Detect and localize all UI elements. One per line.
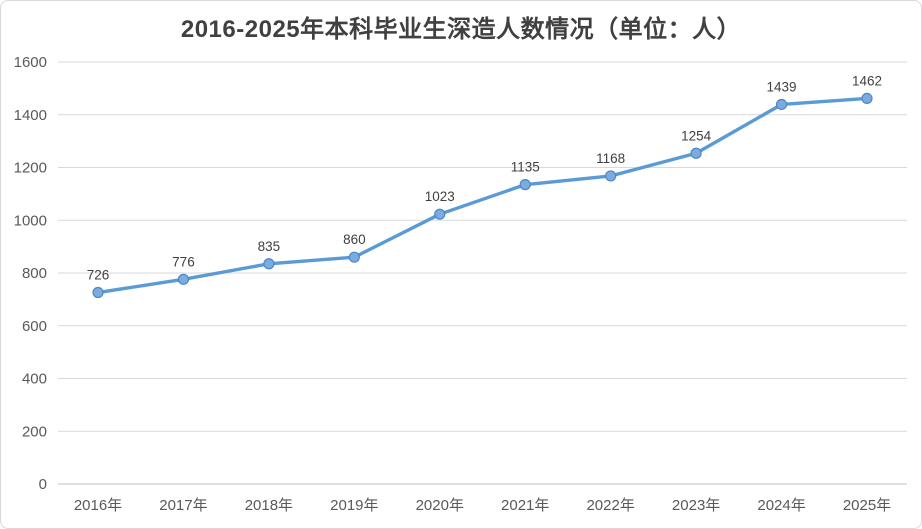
y-axis-tick-label: 400: [22, 371, 47, 388]
data-point-label: 1135: [511, 160, 540, 175]
data-point-label: 1462: [852, 73, 882, 88]
data-point-label: 835: [258, 239, 281, 254]
data-point-marker: [177, 273, 190, 285]
data-point-label: 1254: [681, 128, 712, 143]
data-point-marker: [775, 98, 788, 111]
x-axis-category-label: 2021年: [501, 497, 549, 514]
data-point-marker: [263, 258, 275, 270]
y-axis-tick-label: 200: [22, 423, 47, 440]
data-point-marker: [605, 170, 617, 182]
y-axis-tick-label: 600: [22, 318, 47, 335]
y-axis-tick-label: 1400: [14, 107, 47, 124]
data-point-label: 726: [87, 268, 110, 283]
data-point-label: 1023: [425, 189, 455, 204]
x-axis-category-label: 2016年: [74, 497, 122, 514]
x-axis-category-label: 2020年: [416, 497, 464, 514]
x-axis-category-label: 2023年: [672, 497, 720, 514]
data-point-marker: [861, 92, 873, 104]
y-axis-tick-label: 800: [22, 265, 47, 282]
data-point-marker: [519, 179, 531, 191]
data-point-label: 1439: [767, 79, 797, 94]
y-axis-tick-label: 1600: [14, 54, 47, 71]
data-point-marker: [348, 251, 360, 263]
chart-title: 2016-2025年本科毕业生深造人数情况（单位：人）: [180, 16, 742, 43]
data-point-marker: [434, 208, 446, 220]
data-point-label: 776: [172, 254, 195, 269]
y-axis-tick-label: 1200: [14, 160, 47, 177]
y-axis-tick-label: 0: [39, 476, 47, 493]
x-axis-category-label: 2019年: [330, 497, 378, 514]
data-point-marker: [690, 147, 702, 159]
data-point-label: 860: [343, 232, 366, 247]
data-point-label: 1168: [596, 151, 625, 166]
series-line: [96, 96, 869, 295]
data-point-marker: [92, 286, 104, 299]
x-axis-category-label: 2024年: [757, 497, 805, 514]
y-axis-tick-label: 1000: [14, 212, 47, 229]
x-axis-category-label: 2018年: [245, 497, 293, 514]
x-axis-category-label: 2022年: [586, 497, 634, 514]
x-axis-category-label: 2017年: [159, 497, 207, 514]
x-axis-category-label: 2025年: [843, 497, 891, 514]
